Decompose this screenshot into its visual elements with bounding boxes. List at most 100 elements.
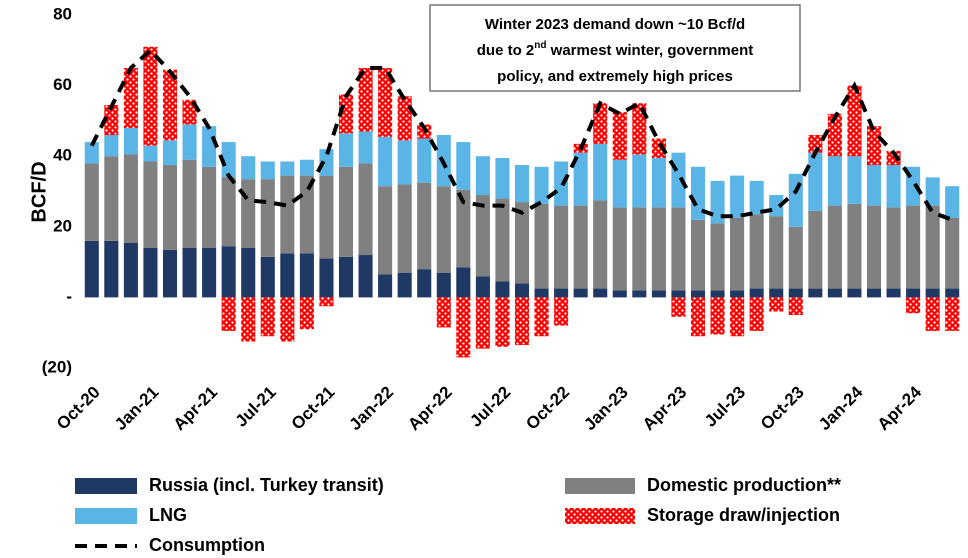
bar (612, 112, 627, 160)
bar (123, 242, 138, 298)
bar (202, 247, 217, 298)
bar (221, 177, 236, 247)
bar (104, 156, 119, 241)
x-tick-label: Apr-21 (170, 383, 222, 435)
bar (260, 297, 275, 337)
bar (143, 145, 158, 162)
bar (241, 297, 256, 342)
bar (475, 195, 490, 277)
bar (514, 165, 530, 203)
bar (788, 226, 803, 289)
bar (945, 288, 960, 298)
bar (202, 126, 217, 167)
bar (417, 138, 432, 183)
bar (260, 256, 275, 298)
bar (338, 133, 354, 167)
bar (749, 214, 764, 289)
bar (123, 127, 138, 155)
bar (769, 216, 784, 289)
bar (847, 156, 862, 204)
bar (495, 281, 510, 298)
bar (827, 156, 842, 206)
bar (221, 142, 236, 178)
bar (456, 267, 471, 298)
bar (730, 217, 745, 291)
bar (104, 135, 119, 157)
bar (612, 159, 627, 208)
bar (456, 189, 471, 268)
bar (123, 67, 138, 128)
bar (671, 297, 686, 317)
bar (593, 200, 608, 289)
lines (89, 47, 953, 222)
bar (632, 290, 647, 298)
y-tick-label: (20) (42, 357, 72, 376)
bar (651, 290, 666, 298)
bar (612, 207, 627, 291)
bar (378, 186, 393, 275)
bar (534, 166, 549, 204)
x-tick-label: Oct-20 (53, 383, 104, 434)
bar (847, 203, 862, 289)
y-tick-label: - (66, 287, 72, 306)
x-tick-label: Apr-22 (404, 383, 456, 435)
bar (514, 283, 530, 298)
bar (671, 290, 686, 298)
x-tick-label: Oct-22 (522, 383, 573, 434)
bar (475, 297, 490, 349)
bar (573, 205, 588, 289)
bar (847, 288, 862, 298)
bar (769, 288, 784, 298)
x-tick-label: Oct-21 (288, 383, 339, 434)
bar (710, 223, 725, 291)
bar (554, 297, 569, 326)
bar (866, 205, 882, 289)
bar (671, 207, 686, 291)
bar (436, 297, 451, 328)
bar (299, 175, 314, 254)
bar (612, 290, 627, 298)
bar (397, 272, 412, 298)
bar (280, 253, 295, 298)
annotation-part: warmest winter, government (547, 42, 754, 59)
x-tick-label: Oct-23 (757, 383, 808, 434)
bar (690, 219, 706, 291)
bar (886, 288, 901, 298)
x-tick-label: Jan-21 (111, 383, 163, 435)
legend-label: Domestic production** (647, 475, 841, 495)
annotation: policy, and extremely high prices (497, 68, 733, 85)
bar (514, 297, 530, 346)
bar (554, 205, 569, 289)
bar (378, 274, 393, 298)
bar (632, 154, 647, 208)
bar (397, 140, 412, 185)
bar (436, 272, 451, 298)
legend-label: Russia (incl. Turkey transit) (149, 475, 384, 495)
bar (299, 159, 314, 176)
x-tick-label: Jul-23 (701, 383, 749, 431)
bar (143, 247, 158, 298)
bar (632, 207, 647, 291)
bar (299, 253, 314, 298)
bar (593, 103, 608, 144)
bar (573, 152, 588, 206)
bar (299, 297, 314, 330)
y-tick-label: 60 (53, 75, 72, 94)
legend-label: Storage draw/injection (647, 505, 840, 525)
x-tick-label: Jan-24 (815, 382, 867, 434)
bar (749, 288, 764, 298)
bar (436, 186, 451, 273)
bar (358, 163, 373, 256)
annotation-part: due to 2 (477, 42, 535, 59)
bar (945, 186, 960, 218)
y-axis-label: BCF/D (28, 161, 50, 222)
bar (808, 288, 823, 298)
bar (534, 297, 549, 337)
bar (280, 175, 295, 254)
line (89, 47, 953, 222)
bar (417, 269, 432, 298)
bar (378, 67, 393, 137)
bar (769, 195, 784, 217)
bar (319, 297, 334, 307)
